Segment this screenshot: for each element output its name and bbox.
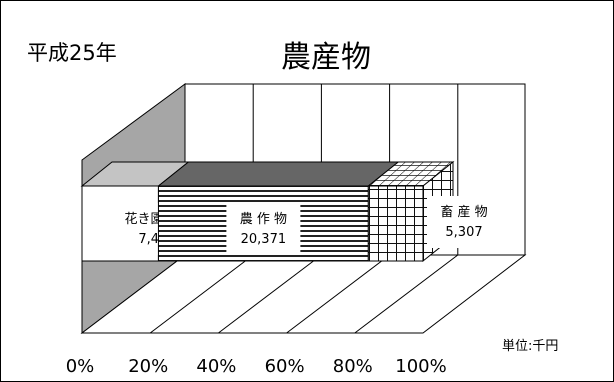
data-label-box-livestock [427,196,501,248]
chart-floor [80,254,527,334]
data-label-crops: 20,371 [241,232,287,247]
chart-title: 農産物 [281,40,371,75]
series-name-crops: 農 作 物 [240,212,287,227]
year-label: 平成25年 [27,41,117,65]
x-tick-label: 60% [265,356,305,377]
series-name-livestock: 畜 産 物 [440,204,487,220]
bar-top-crops [157,161,400,187]
x-tick-label: 80% [333,356,373,377]
unit-label: 単位:千円 [502,338,558,354]
data-label-livestock: 5,307 [445,225,482,240]
bar-segment-livestock [367,185,424,262]
gridline-floor [218,254,322,334]
x-tick-label: 20% [128,356,168,377]
gridline-floor [354,254,459,334]
gridline-floor [149,254,254,334]
x-tick-label: 0% [66,356,95,377]
x-tick-label: 40% [196,356,236,377]
x-tick-label: 100% [395,356,446,377]
gridline-floor [286,254,390,334]
data-label-box-crops [226,203,301,255]
x-axis-ticks: 0% 20% 40% 60% 80% 100% [66,356,447,377]
